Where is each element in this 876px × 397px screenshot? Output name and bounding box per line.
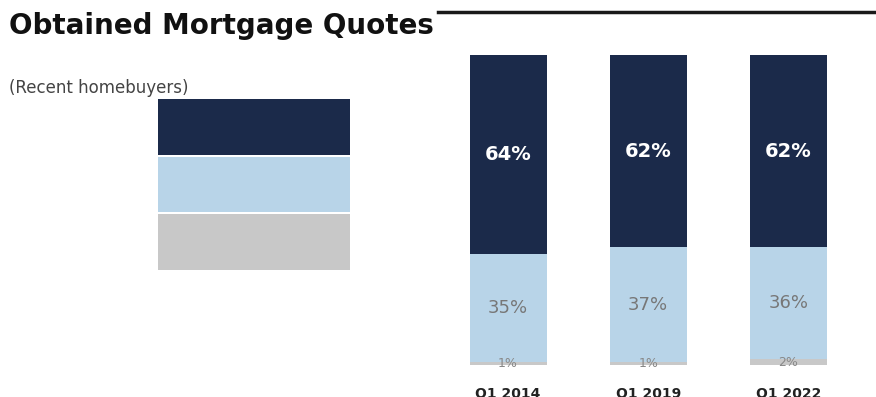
Text: 62%: 62% [625,142,672,161]
Bar [610,362,687,365]
Text: 1%: 1% [498,357,518,370]
Bar [610,247,687,362]
Text: 62%: 62% [765,142,812,161]
Text: 36%: 36% [768,294,809,312]
Bar [470,55,547,254]
Text: 1 Quote: 1 Quote [225,177,283,192]
Text: Don't know: Don't know [208,235,300,250]
Text: 37%: 37% [628,296,668,314]
Bar [750,359,827,365]
Text: 1%: 1% [639,357,658,370]
Text: 64%: 64% [484,145,532,164]
Bar [470,254,547,362]
Text: 2%: 2% [779,356,798,369]
Text: Q1 2019: Q1 2019 [616,387,681,397]
Bar [610,55,687,247]
Text: 2+ Quotes: 2+ Quotes [211,119,297,135]
Text: (Recent homebuyers): (Recent homebuyers) [9,79,188,97]
Text: Q1 2022: Q1 2022 [756,387,821,397]
Bar [750,247,827,359]
Text: 35%: 35% [488,299,528,317]
Text: Obtained Mortgage Quotes: Obtained Mortgage Quotes [9,12,434,40]
Text: Q1 2014: Q1 2014 [476,387,540,397]
Bar [750,55,827,247]
Bar [470,362,547,365]
